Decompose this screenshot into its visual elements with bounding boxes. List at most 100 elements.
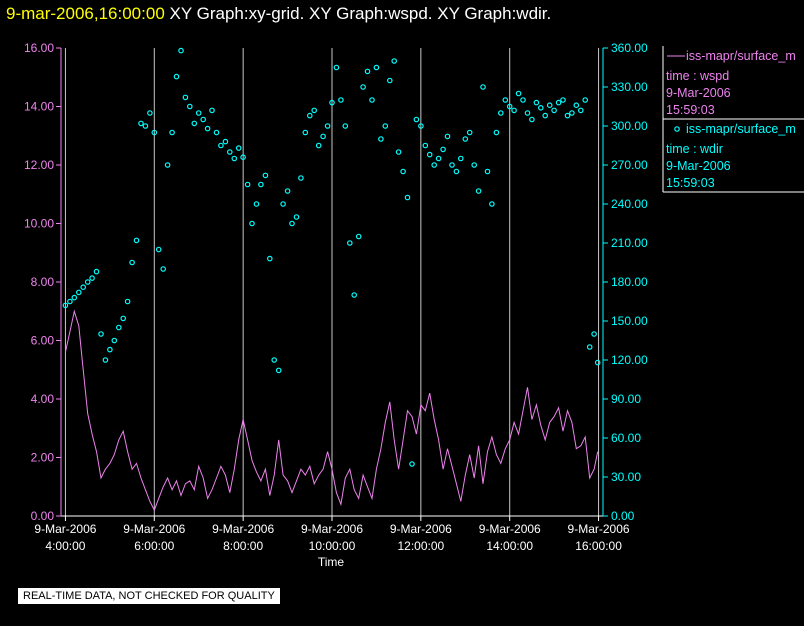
wdir-point (191, 120, 198, 127)
legend-wspd-line1: iss-mapr/surface_m (686, 49, 796, 63)
wdir-point (431, 162, 438, 168)
wdir-point (529, 116, 535, 123)
x-tick-label: 9-Mar-2006 (301, 522, 363, 536)
wdir-point (551, 107, 557, 114)
wdir-point (480, 84, 486, 90)
left-tick-label: 0.00 (31, 509, 55, 523)
left-tick-label: 16.00 (24, 41, 54, 55)
wdir-point (258, 181, 264, 188)
right-tick-label: 210.00 (611, 236, 648, 250)
left-tick-label: 4.00 (31, 392, 55, 406)
wdir-point (573, 102, 580, 109)
x-tick-label: 4:00:00 (45, 539, 85, 553)
x-tick-label: 10:00:00 (309, 539, 356, 553)
wdir-point (98, 331, 104, 337)
wspd-line (64, 309, 599, 512)
x-tick-label: 8:00:00 (223, 539, 263, 553)
wdir-point (418, 123, 424, 129)
wdir-point (284, 188, 291, 194)
left-tick-label: 6.00 (31, 334, 55, 348)
wdir-point (84, 279, 91, 285)
header-date: 9-mar-2006,16:00:00 (6, 4, 165, 23)
x-axis-label: Time (318, 555, 345, 569)
right-tick-label: 120.00 (611, 353, 648, 367)
left-tick-label: 10.00 (24, 217, 54, 231)
wdir-point (413, 116, 420, 123)
wdir-point (457, 155, 464, 162)
right-tick-label: 90.00 (611, 392, 641, 406)
wdir-point (204, 125, 211, 132)
legend-wdir-swatch (674, 126, 680, 132)
wdir-point (293, 214, 300, 220)
x-tick-label: 14:00:00 (486, 539, 533, 553)
wdir-point (386, 77, 393, 84)
wdir-point (329, 99, 335, 106)
wdir-point (315, 142, 322, 149)
wdir-point (195, 110, 202, 116)
wdir-point (62, 302, 69, 309)
wdir-point (187, 103, 193, 110)
wdir-point (449, 162, 455, 168)
wdir-point (582, 97, 589, 103)
wdir-point (227, 149, 233, 155)
x-tick-label: 9-Mar-2006 (34, 522, 96, 536)
right-tick-label: 300.00 (611, 119, 648, 133)
wdir-point (249, 220, 255, 227)
wdir-point (564, 112, 571, 119)
left-tick-label: 2.00 (31, 451, 55, 465)
wdir-point (178, 47, 184, 54)
wdir-point (560, 97, 566, 103)
wdir-point (515, 90, 522, 97)
wdir-point (116, 324, 122, 331)
wdir-point (537, 105, 544, 111)
header-graphs: XY Graph:xy-grid. XY Graph:wspd. XY Grap… (169, 4, 552, 23)
wdir-point (124, 298, 131, 305)
wdir-point (320, 133, 326, 140)
right-tick-label: 60.00 (611, 431, 641, 445)
wdir-point (182, 94, 189, 101)
wdir-point (444, 133, 451, 140)
wdir-point (289, 220, 295, 227)
wdir-point (440, 146, 446, 153)
wdir-point (360, 84, 366, 90)
legend-wspd-line3: 9-Mar-2006 (666, 86, 731, 100)
wdir-point (524, 110, 531, 116)
wdir-point (155, 246, 162, 253)
left-tick-label: 8.00 (31, 275, 55, 289)
legend-wdir-line4: 15:59:03 (666, 176, 715, 190)
wdir-point (404, 194, 411, 201)
wdir-point (577, 107, 584, 114)
wdir-point (586, 344, 593, 350)
wdir-point (222, 138, 229, 145)
wdir-point (426, 151, 433, 158)
right-tick-label: 150.00 (611, 314, 648, 328)
wdir-point (484, 168, 491, 175)
wdir-point (369, 97, 375, 103)
wdir-point (173, 73, 180, 80)
wdir-point (475, 188, 482, 194)
legend-wdir-line1: iss-mapr/surface_m (686, 122, 796, 136)
wdir-point (133, 237, 140, 244)
wspd-series (64, 309, 599, 512)
wdir-point (569, 110, 575, 116)
wdir-point (142, 123, 149, 129)
wdir-point (253, 201, 260, 207)
wdir-point (546, 102, 553, 109)
grid-lines (64, 48, 600, 516)
wdir-point (520, 97, 526, 103)
wdir-point (435, 155, 442, 162)
axes: 9-Mar-2006 4:00:00 9-Mar-2006 6:00:00 9-Mar-… (24, 41, 648, 553)
wdir-point (462, 136, 469, 142)
wdir-point (351, 292, 358, 298)
wdir-point (71, 294, 78, 301)
wdir-point (497, 110, 504, 116)
wdir-point (200, 116, 207, 123)
wdir-point (591, 331, 597, 337)
left-tick-label: 14.00 (24, 100, 54, 114)
x-tick-label: 9-Mar-2006 (568, 522, 630, 536)
wdir-point (235, 145, 242, 151)
wdir-point (151, 129, 158, 136)
wdir-point (506, 103, 513, 110)
wdir-point (502, 97, 509, 103)
